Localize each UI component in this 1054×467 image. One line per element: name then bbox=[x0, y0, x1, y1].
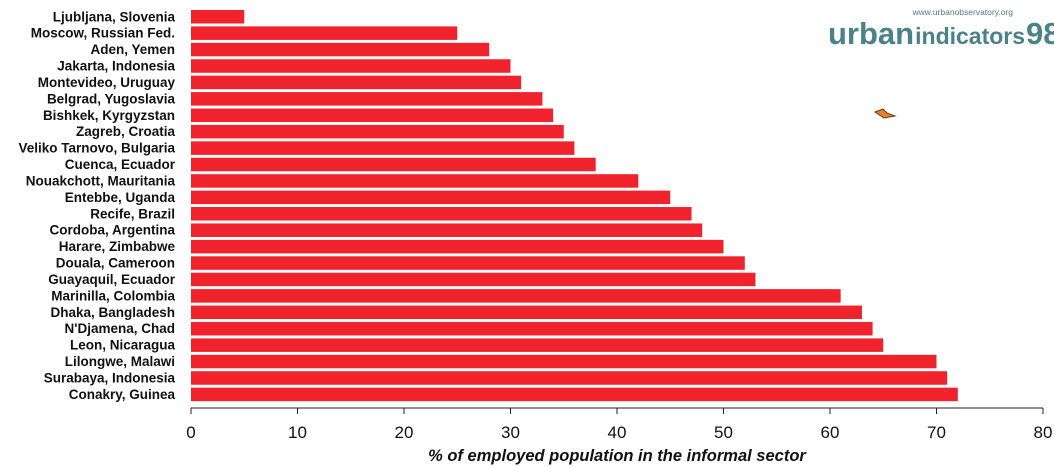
x-tick-label: 20 bbox=[395, 423, 414, 442]
logo-wordmark: urbanindicators98 bbox=[828, 16, 1054, 51]
bar bbox=[191, 141, 575, 155]
category-label: Recife, Brazil bbox=[90, 206, 175, 221]
logo: www.urbanobservatory.org urbanindicators… bbox=[828, 7, 1054, 51]
bar bbox=[191, 157, 596, 172]
category-label: Leon, Nicaragua bbox=[70, 338, 176, 353]
bar bbox=[191, 42, 490, 57]
bar bbox=[191, 223, 703, 237]
category-label: Veliko Tarnovo, Bulgaria bbox=[18, 141, 175, 156]
category-label: Surabaya, Indonesia bbox=[44, 370, 176, 385]
category-label: Jakarta, Indonesia bbox=[57, 59, 175, 74]
category-label: Conakry, Guinea bbox=[69, 387, 176, 402]
bar bbox=[191, 371, 948, 385]
category-label: Dhaka, Bangladesh bbox=[50, 305, 175, 320]
category-label: Montevideo, Uruguay bbox=[38, 75, 176, 90]
category-label: Marinilla, Colombia bbox=[51, 288, 175, 303]
category-label: Zagreb, Croatia bbox=[76, 124, 176, 139]
x-tick-label: 10 bbox=[288, 423, 307, 442]
bar bbox=[191, 26, 458, 40]
bar bbox=[191, 289, 841, 303]
category-label: Entebbe, Uganda bbox=[65, 190, 176, 205]
bar bbox=[191, 92, 543, 106]
category-label: N'Djamena, Chad bbox=[65, 321, 176, 336]
x-tick-label: 30 bbox=[501, 423, 520, 442]
category-label: Douala, Cameroon bbox=[56, 256, 175, 271]
bar bbox=[191, 256, 745, 270]
bar bbox=[191, 338, 884, 352]
bar bbox=[191, 272, 756, 287]
bar bbox=[191, 10, 245, 24]
category-label: Moscow, Russian Fed. bbox=[31, 26, 175, 41]
category-label: Harare, Zimbabwe bbox=[59, 239, 176, 254]
x-tick-label: 80 bbox=[1034, 423, 1053, 442]
bar bbox=[191, 174, 639, 188]
bar bbox=[191, 305, 862, 320]
category-label: Nouakchott, Mauritania bbox=[26, 173, 176, 188]
category-label: Ljubljana, Slovenia bbox=[53, 9, 176, 24]
x-tick-label: 50 bbox=[714, 423, 733, 442]
category-label: Belgrad, Yugoslavia bbox=[47, 91, 176, 106]
bar bbox=[191, 59, 511, 73]
category-label: Cuenca, Ecuador bbox=[65, 157, 176, 172]
bar bbox=[191, 354, 937, 369]
x-tick-label: 60 bbox=[821, 423, 840, 442]
x-tick-label: 0 bbox=[186, 423, 195, 442]
category-label: Aden, Yemen bbox=[90, 42, 175, 57]
logo-word-year: 98 bbox=[1026, 16, 1054, 51]
bar bbox=[191, 124, 564, 139]
x-tick-label: 70 bbox=[927, 423, 946, 442]
logo-word-urban: urban bbox=[828, 16, 914, 51]
logo-word-indicators: indicators bbox=[915, 23, 1025, 49]
logo-url: www.urbanobservatory.org bbox=[912, 7, 1014, 17]
bar bbox=[191, 75, 522, 90]
bar bbox=[191, 207, 692, 221]
bar bbox=[191, 321, 873, 336]
bar bbox=[191, 108, 554, 123]
bars bbox=[191, 10, 958, 402]
arrow-marker-icon bbox=[873, 108, 897, 119]
bar bbox=[191, 387, 958, 402]
category-label: Cordoba, Argentina bbox=[49, 223, 175, 238]
category-label: Guayaquil, Ecuador bbox=[48, 272, 176, 287]
category-label: Bishkek, Kyrgyzstan bbox=[43, 108, 175, 123]
category-label: Lilongwe, Malawi bbox=[65, 354, 175, 369]
bar bbox=[191, 239, 724, 254]
x-tick-label: 40 bbox=[608, 423, 627, 442]
category-labels: Ljubljana, Slovenia Moscow, Russian Fed.A… bbox=[18, 9, 175, 402]
x-axis: 0 10 20 30 40 50 60 70 80 bbox=[186, 407, 1053, 442]
bar bbox=[191, 190, 671, 205]
x-axis-label: % of employed population in the informal… bbox=[428, 447, 807, 465]
